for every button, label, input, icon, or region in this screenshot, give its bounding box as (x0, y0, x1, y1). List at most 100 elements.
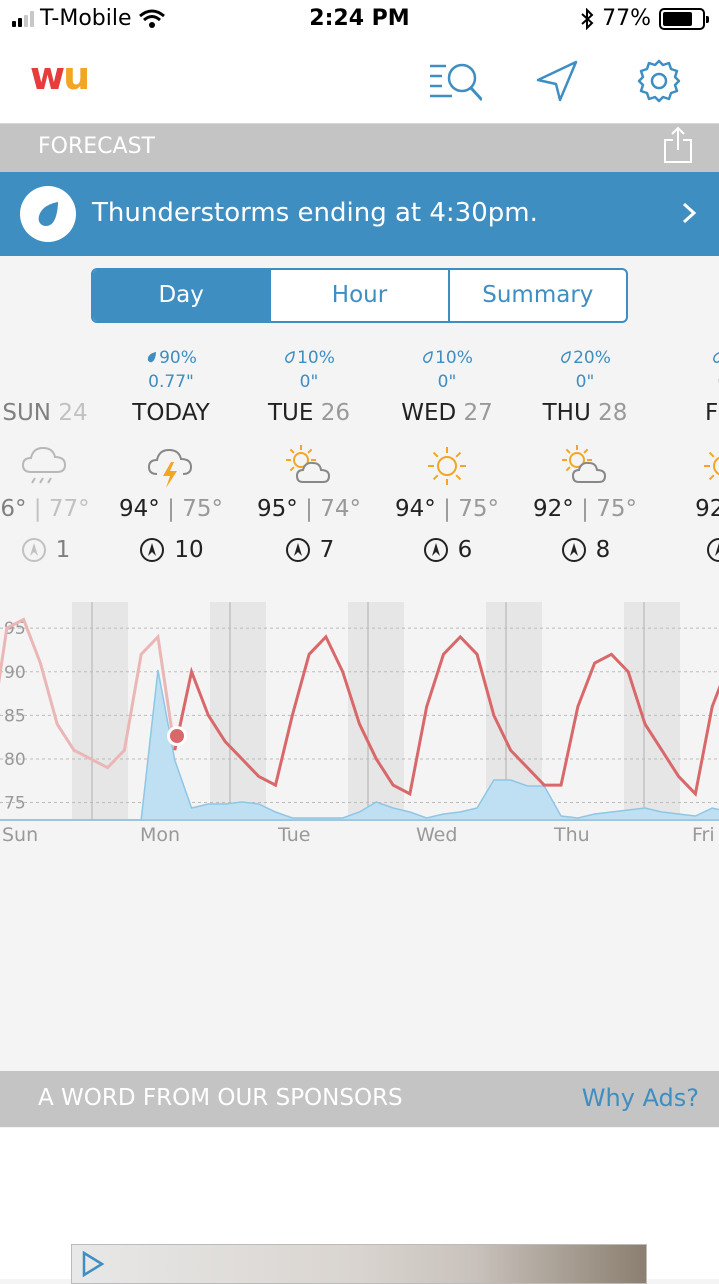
temperature-precip-chart[interactable]: 95 90 85 80 75 Sun Mon Tue Wed Thu Fri (0, 598, 719, 848)
ad-area (0, 1128, 719, 1284)
tab-summary[interactable]: Summary (447, 270, 626, 321)
raindrop-icon (20, 186, 76, 242)
precip-pct: 10% (297, 348, 335, 368)
forecast-label: FORECAST (38, 134, 155, 159)
y-tick-label: 90 (4, 663, 26, 683)
wind-speed: 8 (595, 537, 611, 563)
y-tick-label: 95 (4, 619, 26, 639)
temps: 92° | 75° (533, 496, 637, 522)
low-temp: 74° (320, 496, 361, 522)
ad-banner[interactable] (71, 1244, 647, 1284)
weather-alert-banner[interactable]: Thunderstorms ending at 4:30pm. (0, 172, 719, 256)
view-toggle: Day Hour Summary (91, 268, 628, 323)
low-temp: 77° (48, 496, 90, 522)
wind-direction-icon (423, 538, 448, 562)
day-column[interactable]: 10% 0" WED 27 94° | 75° 6 (382, 348, 512, 564)
precip-pct: 90% (159, 348, 197, 368)
wind-direction-icon (140, 538, 165, 562)
location-arrow-icon[interactable] (530, 56, 584, 106)
day-label: FRI (705, 400, 719, 426)
x-tick-label: Mon (140, 824, 180, 846)
forecast-bar: FORECAST (0, 124, 719, 172)
wind-direction-icon (561, 538, 586, 562)
y-tick-label: 85 (4, 706, 26, 726)
night-band (210, 602, 266, 820)
day-name: FRI (658, 400, 719, 440)
wind: 10 (106, 536, 236, 564)
low-temp: 75° (182, 496, 223, 522)
temps: 6° | 77° (0, 496, 90, 522)
day-name: WED 27 (382, 400, 512, 440)
high-temp: 92° (533, 496, 574, 522)
night-band (624, 602, 680, 820)
temps: 95° | 74° (257, 496, 361, 522)
raindrop-icon (712, 351, 719, 363)
day-column[interactable]: 10FRI 92° | (658, 348, 719, 564)
precip-amount: 0.77" (148, 372, 194, 392)
sponsor-label: A WORD FROM OUR SPONSORS (38, 1085, 403, 1111)
sun-icon (382, 440, 512, 492)
day-number: 28 (598, 400, 628, 426)
wind: 7 (244, 536, 374, 564)
adchoices-icon[interactable] (78, 1249, 108, 1279)
share-icon[interactable] (663, 126, 693, 164)
x-tick-label: Thu (553, 824, 590, 846)
day-number: 26 (320, 400, 350, 426)
wind-speed: 6 (457, 537, 473, 563)
raindrop-icon (285, 351, 295, 363)
raindrop-icon (561, 351, 571, 363)
daily-forecast-strip: SUN 24 6° | 77° 1 90% 0.77" TODAY 94° | 75° 10… (0, 348, 719, 578)
battery-percent: 77% (602, 6, 651, 31)
day-name: SUN 24 (0, 400, 110, 440)
precip-amount: 0" (575, 372, 595, 392)
precip-chance: 90% (106, 348, 236, 372)
status-bar: T-Mobile 2:24 PM 77% (0, 0, 719, 40)
wind (658, 536, 719, 564)
day-column[interactable]: 10% 0" TUE 26 95° | 74° 7 (244, 348, 374, 564)
day-label: WED (401, 400, 457, 426)
temps: 94° | 75° (395, 496, 499, 522)
precip-area (0, 669, 719, 821)
tab-hour[interactable]: Hour (269, 270, 447, 321)
temp-line (173, 634, 719, 797)
day-column[interactable]: 90% 0.77" TODAY 94° | 75° 10 (106, 348, 236, 564)
wu-logo[interactable]: wu (30, 54, 90, 98)
day-label: TUE (267, 400, 314, 426)
day-column[interactable]: 20% 0" THU 28 92° | 75° 8 (520, 348, 650, 564)
high-temp: 92° (695, 496, 719, 522)
temps: 92° | (658, 496, 719, 536)
x-tick-label: Fri (692, 824, 715, 846)
wind-direction-icon (707, 538, 719, 562)
carrier-group: T-Mobile (12, 6, 166, 31)
tab-day[interactable]: Day (93, 270, 270, 321)
partly-cloudy-icon (520, 440, 650, 492)
high-temp: 95° (257, 496, 298, 522)
sun-icon (658, 440, 719, 492)
wind-direction-icon (285, 538, 310, 562)
temp-line-past (0, 617, 177, 770)
low-temp: 75° (458, 496, 499, 522)
wind-speed: 7 (319, 537, 335, 563)
wind: 1 (0, 536, 110, 564)
day-column[interactable]: SUN 24 6° | 77° 1 (0, 348, 110, 564)
precip-amount: 0" (299, 372, 319, 392)
high-temp: 6° (0, 496, 27, 522)
day-name: TODAY (106, 400, 236, 440)
alert-text: Thunderstorms ending at 4:30pm. (92, 198, 538, 228)
high-temp: 94° (119, 496, 160, 522)
wind: 8 (520, 536, 650, 564)
wind-speed: 10 (174, 537, 204, 563)
day-name: TUE 26 (244, 400, 374, 440)
chevron-right-icon (682, 202, 697, 224)
precip-chance (0, 348, 110, 372)
search-locations-icon[interactable] (428, 56, 482, 106)
x-tick-label: Wed (416, 824, 457, 846)
precip-pct: 10% (435, 348, 473, 368)
gear-icon[interactable] (632, 56, 686, 106)
current-marker (170, 729, 184, 743)
night-band (72, 602, 128, 820)
wind-direction-icon (21, 538, 46, 562)
why-ads-link[interactable]: Why Ads? (581, 1084, 699, 1112)
precip-chance: 10% (244, 348, 374, 372)
x-tick-label: Sun (2, 824, 38, 846)
